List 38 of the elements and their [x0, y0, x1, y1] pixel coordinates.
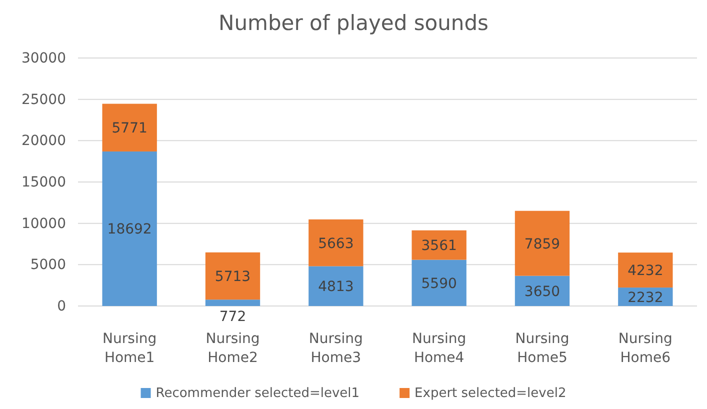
y-tick-label: 10000	[21, 216, 66, 232]
bar	[514, 210, 570, 276]
bar	[205, 252, 260, 300]
data-label: 3650	[524, 284, 560, 300]
data-label: 2232	[628, 290, 664, 306]
data-label: 7859	[524, 236, 560, 252]
x-tick-label: Nursing Home2	[206, 331, 260, 366]
data-label: 5590	[421, 276, 457, 292]
legend-label: Expert selected=level2	[414, 386, 566, 401]
bar	[412, 260, 466, 306]
bar	[618, 252, 673, 288]
x-tick-label: Nursing Home1	[102, 331, 157, 366]
y-tick-label: 5000	[30, 257, 66, 274]
y-tick-label: 15000	[21, 174, 66, 190]
y-tick-label: 25000	[21, 92, 66, 108]
bar	[102, 151, 157, 306]
data-label: 5713	[214, 269, 251, 286]
x-tick-label: Nursing Home4	[412, 331, 466, 366]
bar	[205, 300, 260, 306]
bar	[102, 104, 157, 152]
x-tick-label: Nursing Home5	[515, 331, 570, 366]
x-tick-label: Nursing Home6	[618, 331, 672, 366]
chart-title: Number of played sounds	[218, 11, 489, 35]
y-tick-label: 30000	[21, 50, 66, 66]
bar	[308, 219, 364, 266]
data-label: 4813	[318, 279, 354, 296]
data-label: 772	[219, 309, 246, 325]
data-label: 3561	[421, 238, 457, 254]
x-tick-label: Nursing Home3	[308, 331, 363, 366]
bar	[308, 266, 364, 306]
bar	[412, 230, 466, 260]
data-label: 4232	[628, 263, 664, 280]
y-tick-label: 0	[57, 298, 66, 314]
data-label: 5663	[318, 236, 354, 252]
y-tick-label: 20000	[21, 133, 66, 150]
data-label: 5771	[112, 120, 148, 137]
data-label: 18692	[107, 222, 152, 238]
legend-label: Recommender selected=level1	[156, 386, 360, 401]
